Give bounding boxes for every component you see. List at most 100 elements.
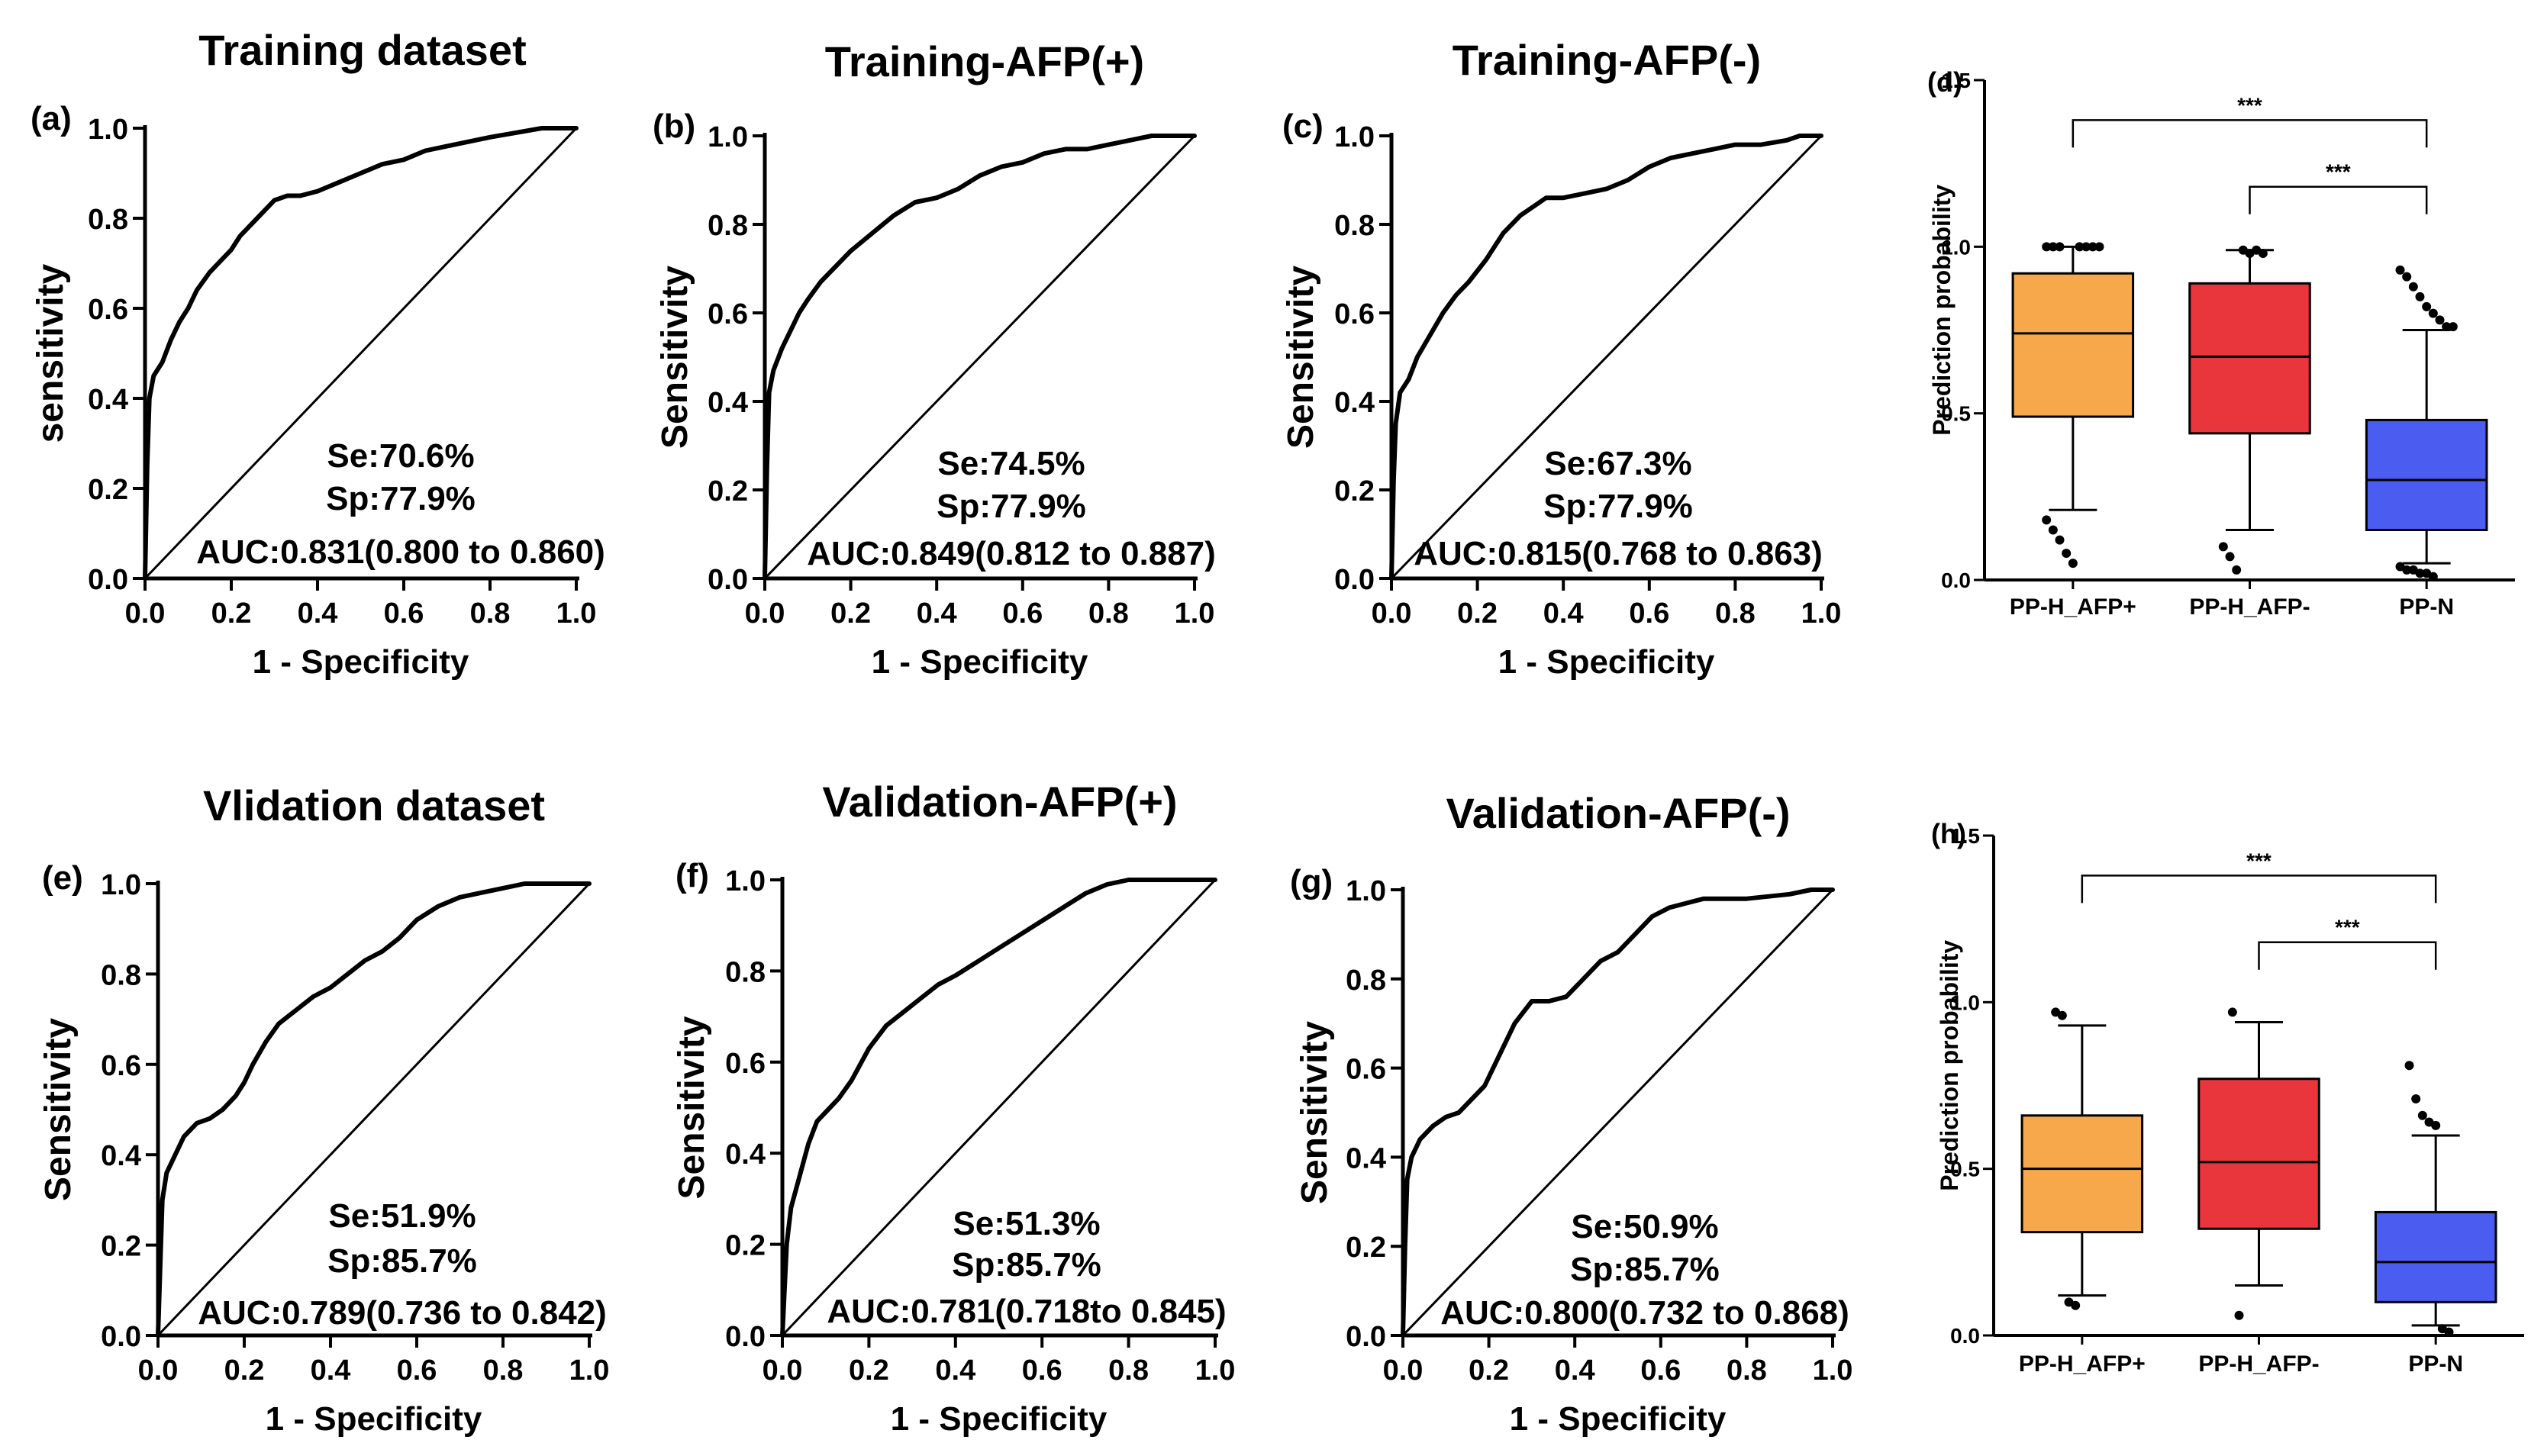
stat-label: Se:74.5% <box>937 445 1085 482</box>
y-tick-label: 1.0 <box>708 121 748 153</box>
y-tick-label: 0.0 <box>1950 1324 1980 1348</box>
x-tick-label: 0.2 <box>211 598 252 630</box>
roc-panel-f: Validation-AFP(+) (f) 0.00.0 0.2 0.2 0.4 0.4 0.… <box>672 778 1235 1438</box>
panel-title: Training-AFP(-) <box>1453 36 1761 84</box>
y-tick-label: 1.5 <box>1941 69 1971 92</box>
box-body <box>2011 272 2135 418</box>
y-tick-label: 0.6 <box>1346 1054 1386 1086</box>
y-tick-label: 0.4 <box>708 387 748 419</box>
y-tick-label: 0.0 <box>101 1321 141 1353</box>
y-tick-label: 0.2 <box>1346 1232 1386 1264</box>
significance-bracket <box>2081 875 2437 904</box>
outlier-point <box>2048 525 2058 535</box>
x-tick-label: 0.6 <box>1022 1355 1062 1387</box>
y-axis-label: Sensitivity <box>1295 1021 1335 1204</box>
reference-line <box>763 134 1196 580</box>
outlier-point <box>2042 242 2052 252</box>
y-axis-label: Sensitivity <box>672 1016 712 1199</box>
outlier-point <box>2442 322 2452 332</box>
outlier-point <box>2232 565 2242 575</box>
outlier-point <box>2042 515 2052 525</box>
roc-panel-c: Training-AFP(-) (c) 0.00.0 0.2 0.2 0.4 0.4 0.6 0… <box>1281 36 1841 681</box>
x-tick-label: 0.2 <box>830 598 871 630</box>
stat-label: Sp:85.7% <box>952 1246 1101 1284</box>
x-tick-label: 0.6 <box>1002 598 1043 630</box>
outlier-point <box>2075 242 2085 252</box>
x-tick-label: 1.0 <box>569 1355 610 1387</box>
reference-line <box>143 127 578 580</box>
y-tick-label: 0.2 <box>708 475 748 507</box>
stat-label: Se:51.9% <box>328 1197 476 1235</box>
stat-label: Sp:77.9% <box>326 480 476 517</box>
stat-label: Se:70.6% <box>327 437 474 475</box>
box-panel-h: (h) 0.0 0.5 1.0 1.5 Prediction probability PP-… <box>1931 818 2524 1377</box>
y-tick-label: 0.5 <box>1950 1158 1980 1181</box>
significance-label: *** <box>2335 916 2360 939</box>
y-tick-label: 0.8 <box>88 204 128 236</box>
y-tick-label: 1.0 <box>101 869 141 901</box>
panel-label: (a) <box>31 100 72 137</box>
outlier-point <box>2258 249 2268 259</box>
x-tick-label: 1.0 <box>556 598 597 630</box>
y-axis-label: Sensitivity <box>1281 266 1321 449</box>
x-tick-label: 0.4 <box>1555 1355 1595 1387</box>
significance-bracket <box>2258 941 2437 970</box>
box-panel-d: (d) 0.0 0.5 1.0 1.5 Prediction probability PP-… <box>1927 66 2515 620</box>
box-PP-N <box>2365 265 2488 581</box>
y-tick-label: 0.4 <box>1346 1142 1386 1174</box>
x-tick-label: 0.6 <box>1640 1355 1681 1387</box>
roc-curve <box>763 134 1197 581</box>
reference-line <box>156 882 591 1337</box>
y-tick-label: 0.0 <box>88 564 128 596</box>
x-tick-label: 0.2 <box>849 1355 889 1387</box>
x-tick-label: 1.0 <box>1801 598 1842 630</box>
x-tick-label: 0.0 <box>125 598 166 630</box>
stat-label: Sp:77.9% <box>937 488 1086 525</box>
category-label: PP-H_AFP- <box>2198 1351 2319 1377</box>
y-tick-label: 0.8 <box>101 959 141 991</box>
x-tick-label: 0.2 <box>1457 598 1498 630</box>
panel-label: (g) <box>1290 863 1333 900</box>
outlier-point <box>2395 265 2405 275</box>
x-tick-label: 0.8 <box>1088 598 1129 630</box>
panel-label: (e) <box>42 859 83 897</box>
panel-title: Vlidation dataset <box>203 781 545 829</box>
x-tick-label: 0.6 <box>397 1355 437 1387</box>
y-tick-label: 0.4 <box>88 384 128 416</box>
x-tick-label: 0.8 <box>1108 1355 1149 1387</box>
x-tick-label: 0.2 <box>224 1355 265 1387</box>
x-tick-label: 0.8 <box>470 598 511 630</box>
y-tick-label: 1.0 <box>1346 875 1386 907</box>
category-label: PP-H_AFP+ <box>2010 594 2136 620</box>
x-axis-label: 1 - Specificity <box>872 643 1088 681</box>
panel-title: Validation-AFP(-) <box>1446 789 1790 837</box>
y-axis-label: Sensitivity <box>38 1018 79 1201</box>
box-body <box>2365 418 2488 532</box>
y-tick-label: 0.8 <box>1334 210 1375 242</box>
x-tick-label: 0.4 <box>298 598 338 630</box>
outlier-point <box>2402 565 2412 575</box>
y-tick-label: 0.0 <box>725 1321 766 1353</box>
y-tick-label: 0.4 <box>725 1139 766 1171</box>
x-tick-label: 1.0 <box>1813 1355 1853 1387</box>
box-PP-N <box>2374 1061 2497 1337</box>
y-tick-label: 0.0 <box>1941 569 1971 592</box>
y-tick-label: 0.2 <box>88 474 128 506</box>
y-tick-label: 1.0 <box>1334 121 1375 153</box>
box-PP-H_AFP- <box>2197 1007 2320 1320</box>
outlier-point <box>2062 549 2072 559</box>
y-tick-label: 0.8 <box>1346 965 1386 997</box>
x-tick-label: 0.8 <box>483 1355 524 1387</box>
category-label: PP-H_AFP+ <box>2019 1351 2146 1377</box>
significance-label: *** <box>2326 160 2351 184</box>
outlier-point <box>2408 282 2418 292</box>
stat-label: Sp:85.7% <box>1570 1251 1720 1288</box>
y-tick-label: 0.6 <box>725 1048 766 1080</box>
outlier-point <box>2094 242 2104 252</box>
outlier-point <box>2428 572 2438 581</box>
x-tick-label: 0.0 <box>1372 598 1412 630</box>
outlier-point <box>2422 301 2432 311</box>
outlier-point <box>2071 1300 2081 1310</box>
x-axis-label: 1 - Specificity <box>891 1400 1108 1438</box>
y-axis-label: Prediction probability <box>1936 940 1963 1191</box>
